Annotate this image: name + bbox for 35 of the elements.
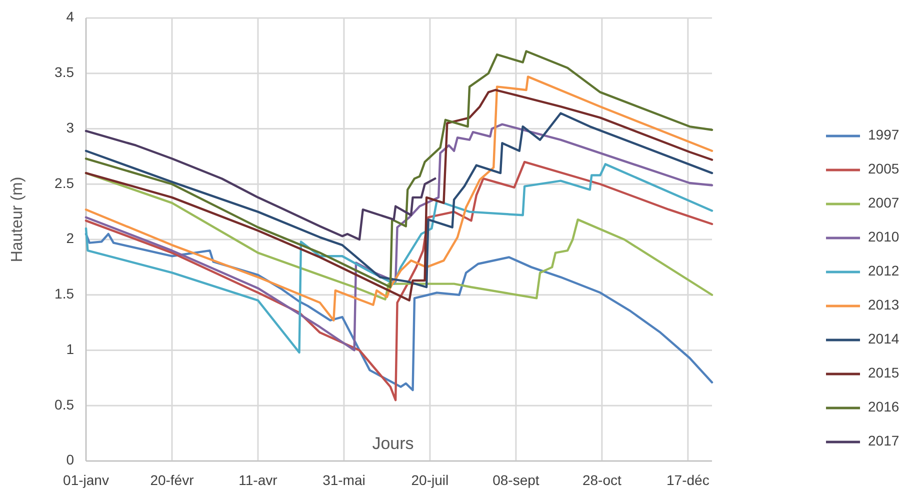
legend-label: 2007 [868,194,900,211]
legend-label: 2010 [868,228,900,245]
legend-label: 2015 [868,364,900,381]
y-tick-label: 3.5 [54,64,74,80]
line-series [84,130,436,241]
legend-label: 2014 [868,330,900,347]
y-tick-label: 1.5 [54,286,74,302]
line-series [84,172,714,300]
x-tick-label: 20-févr [150,472,194,488]
y-tick-label: 2 [66,230,74,246]
legend-label: 1997 [868,126,900,143]
legend-label: 2012 [868,262,900,279]
line-series [84,112,714,288]
line-series [84,50,714,288]
y-tick-label: 3 [66,119,74,136]
line-series [84,232,714,392]
legend-label: 2013 [868,296,900,313]
x-tick-label: 31-mai [322,472,366,488]
line-series [84,163,714,354]
y-axis-title: Hauteur (m) [9,176,26,262]
x-tick-label: 01-janv [63,472,109,488]
x-tick-label: 17-déc [666,472,710,488]
legend-label: 2017 [868,432,900,449]
x-tick-label: 20-juil [411,472,449,488]
y-tick-label: 0.5 [54,396,74,412]
x-tick-label: 28-oct [582,472,622,488]
x-tick-label: 08-sept [492,472,540,488]
y-tick-label: 1 [66,340,74,357]
y-tick-label: 2.5 [54,174,74,191]
x-tick-label: 11-avr [238,472,278,488]
legend-label: 2005 [868,160,900,177]
x-axis-title: Jours [372,434,414,453]
y-tick-label: 0 [66,452,74,468]
y-tick-label: 4 [66,8,74,25]
legend-label: 2016 [868,398,900,415]
